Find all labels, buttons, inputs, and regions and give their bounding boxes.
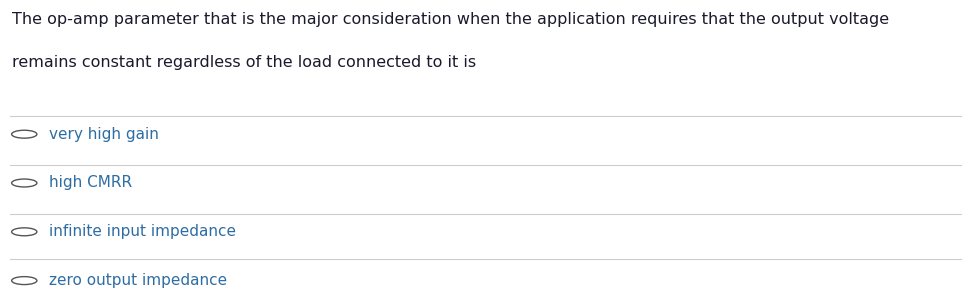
Text: very high gain: very high gain: [49, 127, 158, 142]
Text: infinite input impedance: infinite input impedance: [49, 224, 236, 239]
Text: remains constant regardless of the load connected to it is: remains constant regardless of the load …: [12, 55, 476, 70]
Text: The op-amp parameter that is the major consideration when the application requir: The op-amp parameter that is the major c…: [12, 12, 888, 27]
Text: high CMRR: high CMRR: [49, 175, 132, 191]
Text: zero output impedance: zero output impedance: [49, 273, 226, 288]
